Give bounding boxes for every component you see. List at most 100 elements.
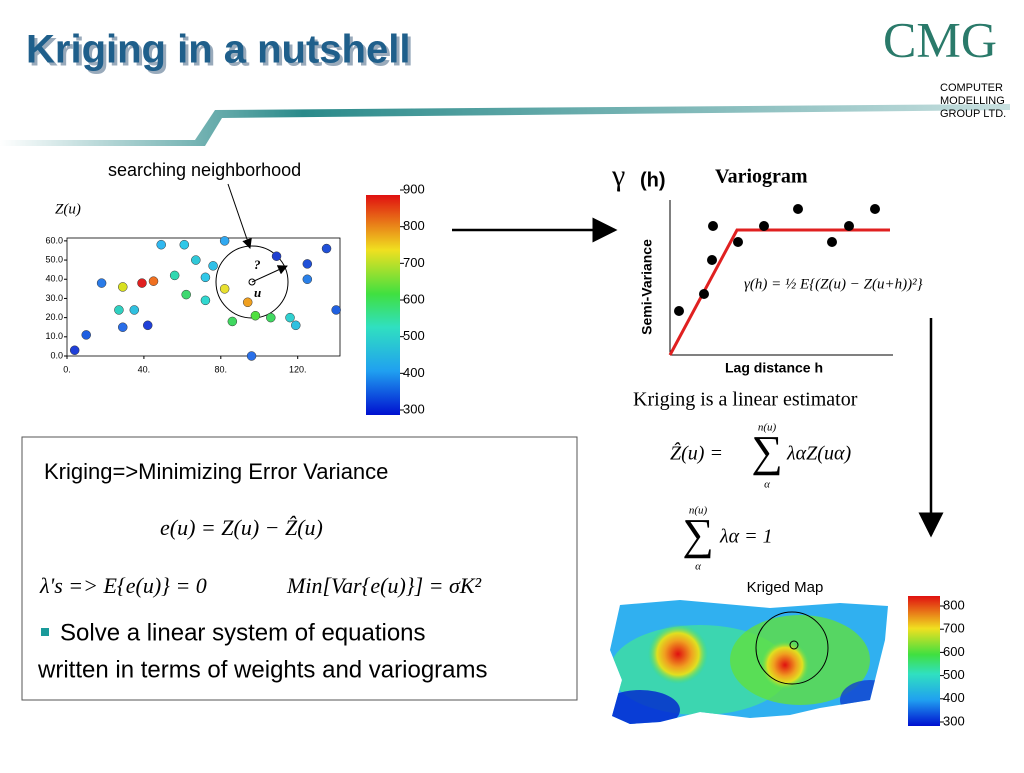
data-point — [227, 316, 238, 327]
sum-lower: α — [695, 561, 701, 573]
logo-line: GROUP LTD. — [940, 108, 1006, 120]
y-tick-label: 30.0 — [45, 293, 63, 303]
neighborhood-circle — [755, 611, 829, 685]
y-tick-label: 10.0 — [45, 331, 63, 341]
gamma: γ — [611, 159, 625, 192]
data-point — [179, 239, 190, 250]
data-point — [118, 322, 128, 332]
logo-mark: CMG — [883, 11, 997, 67]
data-point — [142, 320, 153, 331]
logo-line: MODELLING — [940, 95, 1005, 107]
equation: λ's => E{e(u)} = 0 — [39, 573, 207, 598]
variogram: γ (h) Variogram Semi-Variance Lag distan… — [611, 159, 923, 376]
estimator-lhs: Ẑ(u) = — [670, 442, 723, 465]
x-tick-label: 0. — [63, 364, 71, 374]
constraint-rhs: λα = 1 — [719, 526, 773, 548]
colorbar-label: 900 — [403, 181, 425, 196]
colorbar-label: 400 — [943, 690, 965, 705]
data-point — [200, 272, 211, 283]
text-box: Kriging=>Minimizing Error Variance e(u) … — [21, 436, 578, 701]
logo-line: COMPUTER — [940, 82, 1003, 94]
colorbar-label: 300 — [403, 401, 425, 416]
data-point — [137, 278, 147, 288]
data-point — [271, 251, 282, 261]
plot-frame — [66, 237, 341, 357]
gamma-arg: (h) — [640, 169, 666, 191]
data-point — [96, 278, 107, 288]
header-swoosh — [0, 104, 1010, 146]
x-tick-label: 40. — [138, 364, 151, 374]
data-point — [200, 295, 211, 306]
pointer — [227, 183, 252, 249]
map-title: Kriged Map — [747, 579, 824, 596]
unknown-mark: ? — [254, 257, 261, 272]
data-point — [219, 236, 230, 246]
data-point — [302, 274, 313, 285]
estimator-rhs: λαZ(uα) — [786, 443, 851, 465]
box-heading: Kriging=>Minimizing Error Variance — [44, 459, 388, 484]
data-point — [242, 297, 253, 308]
data-point — [219, 284, 230, 294]
data-point — [302, 259, 313, 269]
x-label: Lag distance h — [725, 360, 823, 376]
data-point — [114, 305, 124, 315]
colorbar-label: 600 — [943, 644, 965, 659]
x-tick-label: 120. — [289, 364, 307, 374]
data-point — [250, 310, 261, 321]
y-tick-label: 50.0 — [45, 254, 63, 264]
target-point — [789, 640, 799, 650]
y-label: Semi-Variance — [639, 239, 655, 335]
variogram-title: Variogram — [715, 166, 808, 188]
title-shadow: Kriging in a nutshell — [29, 31, 413, 75]
colorbar-label: 500 — [943, 667, 965, 682]
experimental-points — [674, 204, 880, 316]
colorbar — [366, 195, 400, 415]
sum-lower: α — [764, 479, 770, 491]
sigma: ∑ — [682, 510, 713, 559]
data-point — [291, 320, 301, 331]
y-tick-label: 0.0 — [50, 350, 63, 360]
colorbar-label: 500 — [403, 328, 425, 343]
neighborhood-label: searching neighborhood — [108, 160, 301, 180]
data-point — [246, 351, 257, 361]
data-point — [266, 312, 276, 323]
data-point — [69, 345, 80, 355]
data-point — [156, 239, 166, 250]
box-frame — [21, 436, 578, 701]
data-point — [129, 305, 140, 315]
variogram-formula: γ(h) = ½ E{(Z(u) − Z(u+h))²} — [744, 276, 923, 292]
model-curve — [668, 228, 890, 356]
colorbar-label: 800 — [403, 218, 425, 233]
sum-upper: n(u) — [689, 505, 708, 517]
kriged-map: Kriged Map — [610, 579, 940, 726]
colorbar-label: 400 — [403, 365, 425, 380]
equation: Min[Var{e(u)}] = σK² — [286, 573, 482, 598]
data-point — [81, 330, 91, 340]
colorbar-label: 300 — [943, 713, 965, 728]
colorbar-label: 800 — [943, 597, 965, 612]
y-tick-label: 20.0 — [45, 312, 63, 322]
point-label: u — [254, 285, 261, 300]
data-point — [331, 305, 341, 315]
title: Kriging in a nutshell — [26, 28, 410, 72]
bullet-text: Solve a linear system of equations — [60, 619, 426, 646]
data-point — [118, 282, 128, 292]
radius — [251, 265, 288, 283]
target-point — [248, 278, 256, 286]
data-point — [148, 276, 159, 286]
x-tick-label: 80. — [215, 364, 228, 374]
y-tick-label: 60.0 — [45, 235, 63, 245]
estimator: Kriging is a linear estimator Ẑ(u) = n(u… — [633, 389, 858, 573]
data-point — [169, 270, 180, 281]
bullet-text: written in terms of weights and variogra… — [37, 656, 488, 683]
sigma: ∑ — [751, 427, 782, 476]
colorbar-label: 700 — [943, 621, 965, 636]
colorbar — [908, 596, 940, 726]
colorbar-label: 600 — [403, 291, 425, 306]
equation: e(u) = Z(u) − Ẑ(u) — [160, 515, 323, 540]
data-point — [285, 312, 295, 323]
sum-upper: n(u) — [758, 422, 777, 434]
y-tick-label: 40.0 — [45, 274, 63, 284]
data-point — [181, 289, 191, 300]
